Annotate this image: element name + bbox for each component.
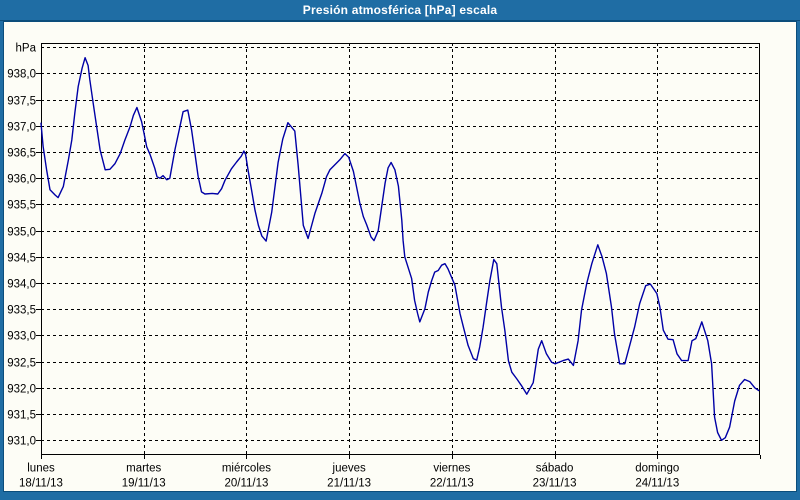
axis-tick-label: 18/11/13 xyxy=(19,478,63,490)
axis-tick-label: hPa xyxy=(16,43,37,55)
y-axis-labels: 938,0 937,5 937,0 936,5 936,0 935,5 935,0 934,5… xyxy=(7,43,36,448)
chart-content-area xyxy=(3,21,797,492)
axis-tick-label: 19/11/13 xyxy=(122,478,166,490)
day-tick-domingo: domingo 24/11/13 xyxy=(635,463,679,490)
chart-title-bar: Presión atmosférica [hPa] escala xyxy=(0,0,800,21)
axis-tick-label: 937,0 xyxy=(7,122,36,134)
day-tick-martes: martes 19/11/13 xyxy=(122,463,166,490)
axis-tick-label: 931,0 xyxy=(7,436,36,448)
axis-tick-label: 931,5 xyxy=(7,410,36,422)
axis-tick-label: martes xyxy=(126,463,161,475)
axis-tick-label: sábado xyxy=(536,463,574,475)
axis-tick-label: 24/11/13 xyxy=(635,478,679,490)
axis-tick-label: 935,0 xyxy=(7,227,36,239)
axis-tick-label: 936,0 xyxy=(7,174,36,186)
axes xyxy=(36,73,761,459)
axis-tick-label: 933,5 xyxy=(7,305,36,317)
axis-tick-label: 932,5 xyxy=(7,358,36,370)
axis-tick-label: domingo xyxy=(635,463,679,475)
plot-border xyxy=(41,43,760,455)
axis-tick-label: jueves xyxy=(332,463,366,475)
axis-tick-label: 932,0 xyxy=(7,384,36,396)
axis-tick-label: 20/11/13 xyxy=(224,478,268,490)
axis-tick-label: 934,5 xyxy=(7,253,36,265)
axis-tick-label: 933,0 xyxy=(7,331,36,343)
axis-tick-label: viernes xyxy=(433,463,470,475)
axis-tick-label: 937,5 xyxy=(7,96,36,108)
gridlines xyxy=(41,43,760,455)
pressure-series-line xyxy=(40,57,760,441)
axis-tick-label: 22/11/13 xyxy=(430,478,474,490)
axis-tick-label: 935,5 xyxy=(7,200,36,212)
axis-tick-label: 934,0 xyxy=(7,279,36,291)
axis-tick-label: 23/11/13 xyxy=(533,478,577,490)
x-axis-labels: lunes 18/11/13 martes 19/11/13 miércoles 20/1… xyxy=(19,463,679,490)
axis-tick-label: 936,5 xyxy=(7,148,36,160)
day-tick-viernes: viernes 22/11/13 xyxy=(430,463,474,490)
axis-tick-label: miércoles xyxy=(222,463,271,475)
day-tick-miércoles: miércoles 20/11/13 xyxy=(222,463,271,490)
day-tick-sábado: sábado 23/11/13 xyxy=(533,463,577,490)
day-tick-jueves: jueves 21/11/13 xyxy=(327,463,371,490)
axis-tick-label: 938,0 xyxy=(7,69,36,81)
axis-tick-label: 21/11/13 xyxy=(327,478,371,490)
chart-title: Presión atmosférica [hPa] escala xyxy=(302,3,498,17)
axis-tick-label: lunes xyxy=(27,463,55,475)
day-tick-lunes: lunes 18/11/13 xyxy=(19,463,63,490)
